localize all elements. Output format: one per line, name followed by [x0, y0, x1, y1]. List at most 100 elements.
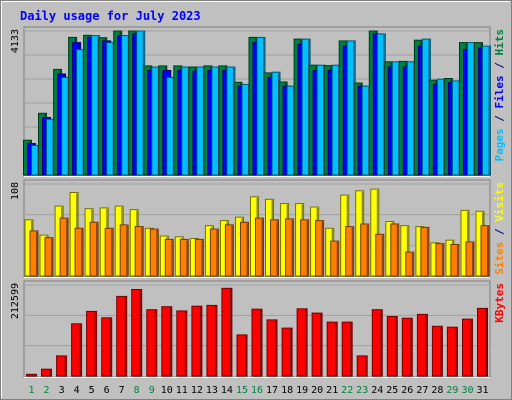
- bar-kbytes-kbytes-day-13: [206, 304, 218, 377]
- bar-shade: [366, 225, 369, 276]
- x-tick-label-day-28: 28: [431, 385, 443, 396]
- bar-shade: [320, 314, 322, 376]
- panel-visits-axis-label: Sites / Visits: [493, 182, 506, 275]
- x-tick-label-day-20: 20: [311, 385, 323, 396]
- panel-visits-ymax-label: 108: [10, 182, 21, 200]
- bar-shade: [186, 240, 188, 276]
- bar-kbytes-kbytes-day-18: [281, 327, 293, 377]
- bar-kbytes-kbytes-day-29: [446, 326, 458, 377]
- bar-kbytes-kbytes-day-7: [116, 295, 128, 377]
- bar-shade: [305, 309, 307, 376]
- bar-hits-pages-day-31: [482, 45, 491, 176]
- bar-shade: [291, 219, 294, 276]
- x-tick-label-day-18: 18: [281, 385, 293, 396]
- bar-shade: [154, 310, 157, 376]
- x-tick-label-day-2: 2: [43, 385, 49, 396]
- bar-shade: [109, 318, 112, 376]
- bar-shade: [229, 289, 232, 376]
- chart-title: Daily usage for July 2023: [20, 9, 201, 23]
- x-tick-label-day-24: 24: [371, 385, 383, 396]
- bar-shade: [49, 370, 51, 376]
- bar-shade: [64, 356, 67, 376]
- bar-shade: [276, 220, 278, 276]
- bar-shade: [426, 228, 429, 276]
- bar-kbytes-kbytes-day-21: [326, 321, 338, 377]
- bar-visits-sites-day-17: [270, 219, 279, 277]
- bar-visits-sites-day-21: [330, 240, 340, 277]
- x-tick-label-day-29: 29: [446, 385, 458, 396]
- bar-shade: [376, 190, 379, 276]
- bar-kbytes-kbytes-day-6: [101, 317, 113, 377]
- x-tick-label-day-17: 17: [266, 385, 278, 396]
- bar-visits-sites-day-31: [480, 225, 490, 277]
- bar-shade: [34, 375, 36, 376]
- bar-visits-sites-day-6: [104, 227, 114, 277]
- bar-shade: [396, 225, 399, 276]
- bar-visits-sites-day-16: [255, 217, 264, 277]
- bar-kbytes-kbytes-day-10: [161, 306, 173, 377]
- bar-kbytes-kbytes-day-25: [386, 316, 398, 377]
- bar-shade: [139, 290, 142, 376]
- x-tick-label-day-6: 6: [104, 385, 110, 396]
- x-tick-label-day-25: 25: [386, 385, 398, 396]
- x-tick-label-day-7: 7: [119, 385, 125, 396]
- bar-visits-sites-day-27: [420, 226, 430, 277]
- bar-visits-sites-day-1: [29, 230, 39, 277]
- bar-visits-sites-day-19: [300, 219, 310, 277]
- bar-shade: [440, 327, 442, 376]
- x-tick-label-day-3: 3: [59, 385, 65, 396]
- panel-kbytes-axis-label: KBytes: [493, 283, 506, 323]
- bar-visits-sites-day-26: [405, 251, 415, 277]
- bar-shade: [231, 225, 233, 276]
- x-tick-label-day-14: 14: [221, 385, 233, 396]
- x-tick-label-day-8: 8: [134, 385, 140, 396]
- bar-shade: [124, 297, 127, 376]
- x-tick-label-day-9: 9: [149, 385, 155, 396]
- bar-shade: [336, 242, 339, 276]
- bar-visits-sites-day-14: [224, 224, 234, 277]
- x-tick-label-day-15: 15: [236, 385, 248, 396]
- bar-visits-sites-day-24: [375, 233, 385, 277]
- bar-kbytes-kbytes-day-11: [176, 310, 188, 377]
- bar-shade: [485, 309, 487, 376]
- bar-shade: [487, 226, 489, 276]
- bar-visits-sites-day-9: [149, 228, 159, 277]
- bar-shade: [199, 307, 202, 376]
- x-tick-label-day-5: 5: [89, 385, 95, 396]
- x-tick-label-day-11: 11: [176, 385, 188, 396]
- bar-shade: [425, 315, 427, 376]
- bar-shade: [214, 306, 217, 376]
- bar-kbytes-kbytes-day-28: [431, 325, 443, 377]
- bar-kbytes-kbytes-day-2: [41, 368, 52, 377]
- bar-visits-sites-day-5: [89, 221, 99, 277]
- bar-shade: [488, 47, 490, 175]
- x-tick-label-day-31: 31: [476, 385, 488, 396]
- x-tick-label-day-10: 10: [161, 385, 173, 396]
- bar-visits-sites-day-22: [345, 226, 355, 277]
- x-tick-label-day-12: 12: [191, 385, 203, 396]
- panel-visits: 108 Sites / Visits: [10, 179, 506, 278]
- bar-kbytes-kbytes-day-26: [401, 317, 413, 377]
- panel-hits: 4133 Pages / Files / Hits: [10, 26, 506, 177]
- bar-shade: [290, 329, 292, 376]
- bar-shade: [79, 324, 82, 376]
- bar-kbytes-kbytes-day-24: [371, 309, 383, 377]
- bar-kbytes-kbytes-day-19: [296, 308, 308, 377]
- bar-visits-sites-day-23: [360, 223, 370, 277]
- x-tick-label-day-23: 23: [356, 385, 368, 396]
- bar-visits-sites-day-11: [179, 238, 189, 277]
- bar-visits-sites-day-30: [465, 241, 475, 277]
- bar-visits-visits-day-24: [370, 188, 380, 277]
- bar-visits-sites-day-4: [74, 227, 84, 277]
- bar-kbytes-kbytes-day-30: [462, 318, 473, 377]
- x-tick-label-day-1: 1: [28, 385, 34, 396]
- bar-kbytes-kbytes-day-14: [221, 287, 233, 377]
- bar-shade: [350, 323, 352, 376]
- bar-visits-sites-day-13: [209, 228, 219, 277]
- axis-label-part: Files: [493, 75, 506, 108]
- bar-shade: [472, 242, 474, 276]
- bar-visits-sites-day-15: [240, 221, 249, 277]
- bar-shade: [411, 253, 414, 276]
- bar-shade: [260, 310, 262, 376]
